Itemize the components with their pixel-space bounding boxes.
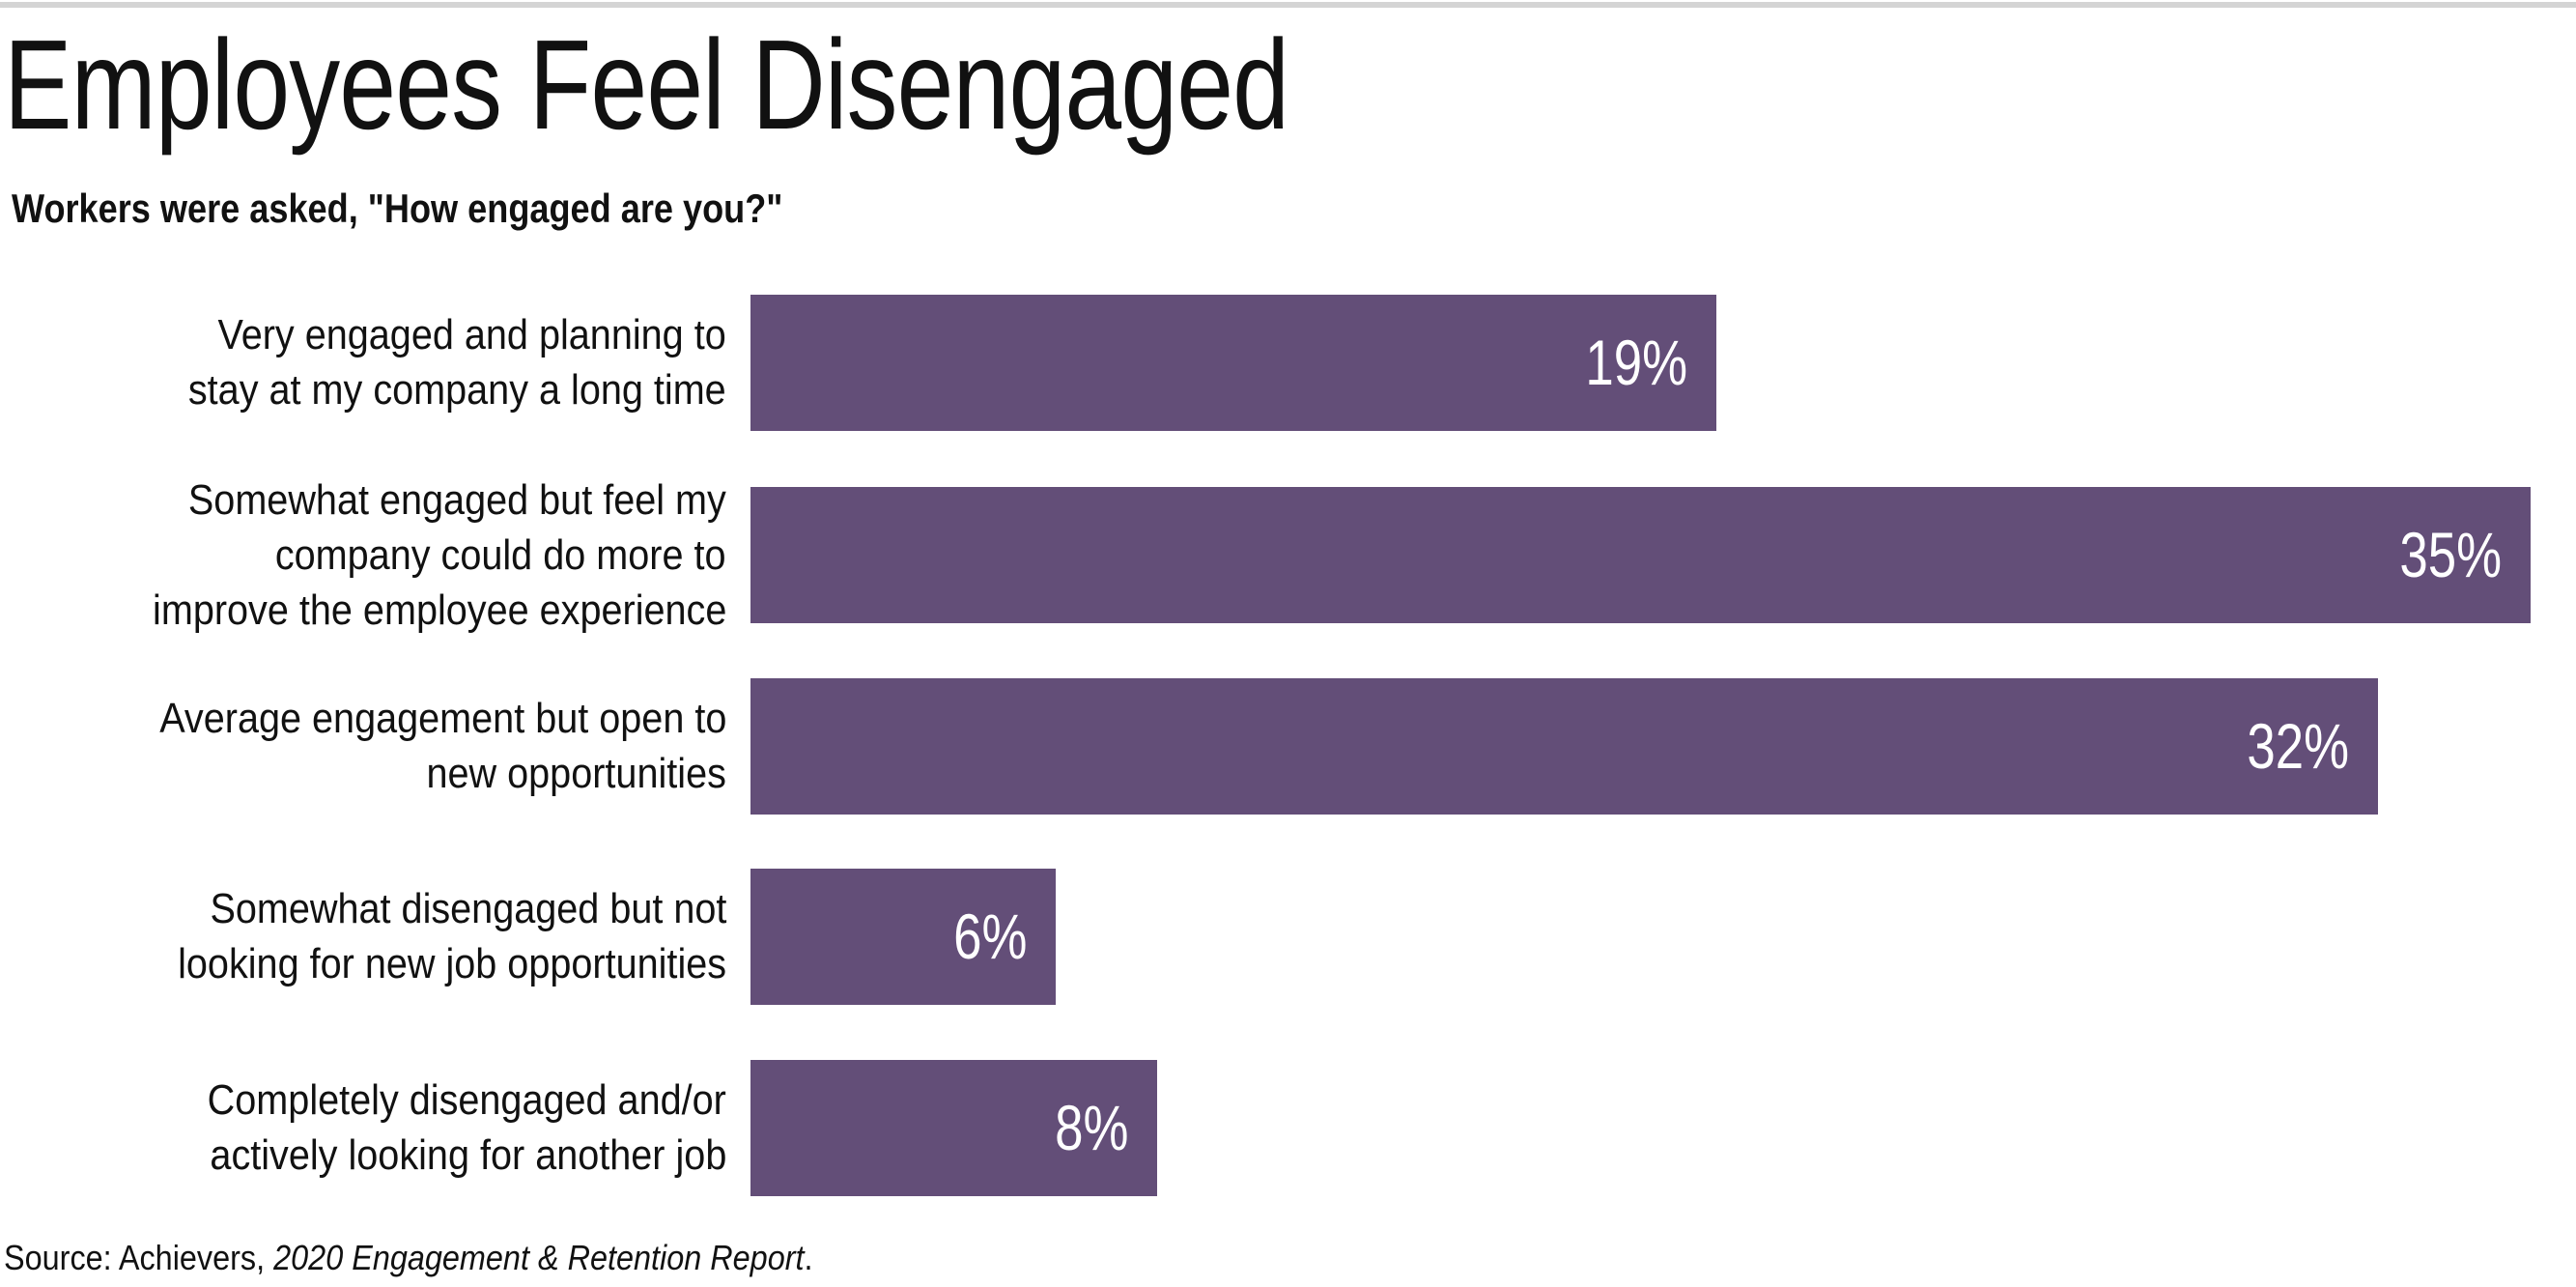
value-label: 19% xyxy=(1585,327,1688,398)
category-label-line: new opportunities xyxy=(426,750,726,797)
category-label-line: looking for new job opportunities xyxy=(178,940,726,987)
category-label: Very engaged and planning to stay at my c… xyxy=(0,307,726,417)
category-label: Somewhat disengaged but not looking for n… xyxy=(0,881,726,991)
source-report: 2020 Engagement & Retention Report xyxy=(273,1238,805,1277)
bar-3: 32% xyxy=(750,678,2379,815)
bar-1: 19% xyxy=(750,295,1717,431)
value-label: 8% xyxy=(1054,1092,1129,1163)
category-label-line: actively looking for another job xyxy=(210,1131,726,1179)
source-suffix: . xyxy=(804,1238,813,1277)
category-label: Somewhat engaged but feel my company coul… xyxy=(0,472,726,638)
bar-4: 6% xyxy=(750,869,1056,1005)
category-label-line: improve the employee experience xyxy=(152,586,726,634)
category-label-line: Average engagement but open to xyxy=(158,695,726,742)
bar-5: 8% xyxy=(750,1060,1158,1196)
value-label: 35% xyxy=(2399,519,2502,590)
category-label-line: Somewhat disengaged but not xyxy=(210,885,726,932)
category-label-line: stay at my company a long time xyxy=(188,366,726,414)
category-label: Average engagement but open to new opport… xyxy=(0,691,726,801)
top-rule xyxy=(0,2,2576,8)
bar-2: 35% xyxy=(750,487,2531,623)
category-label: Completely disengaged and/or actively loo… xyxy=(0,1072,726,1183)
source-prefix: Source: Achievers, xyxy=(4,1238,274,1277)
category-label-line: company could do more to xyxy=(275,530,726,579)
chart-title: Employees Feel Disengaged xyxy=(4,14,1289,156)
category-label-line: Completely disengaged and/or xyxy=(207,1076,726,1124)
value-label: 32% xyxy=(2247,710,2350,782)
source-note: Source: Achievers, 2020 Engagement & Ret… xyxy=(4,1238,813,1278)
category-label-line: Somewhat engaged but feel my xyxy=(188,475,726,524)
value-label: 6% xyxy=(952,901,1027,972)
category-label-line: Very engaged and planning to xyxy=(217,311,726,358)
chart-subtitle: Workers were asked, "How engaged are you… xyxy=(12,186,783,231)
